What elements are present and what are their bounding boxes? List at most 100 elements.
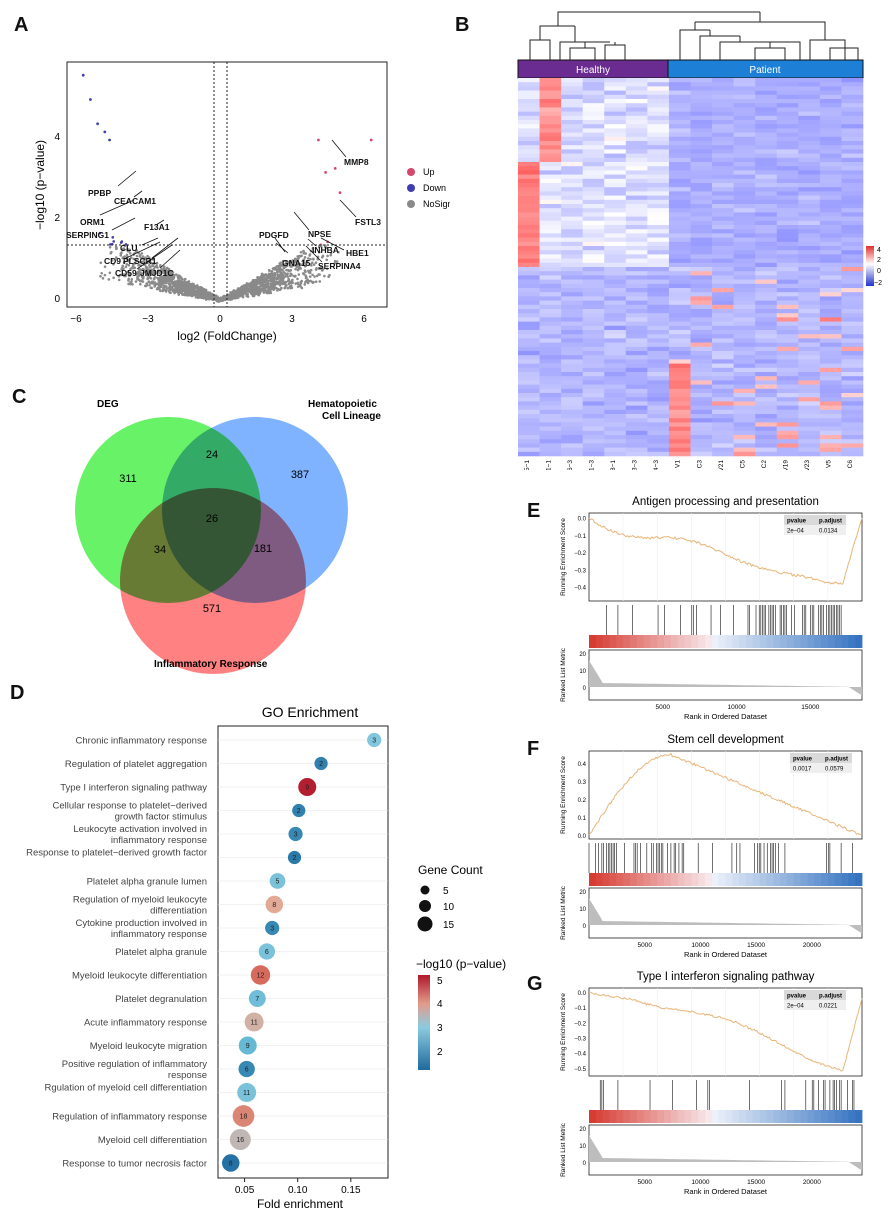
gsea-ytick: 0.1 [578,816,587,822]
heatmap-cell [582,451,605,457]
volcano-xtick: −6 [70,314,82,325]
heatmap-cell [690,241,713,247]
heatmap-cell [518,254,540,259]
volcano-point [123,260,126,264]
heatmap-cell [625,367,648,373]
heatmap-cell [776,321,799,327]
heatmap-sample-label: V23 [804,460,811,470]
volcano-point [114,256,118,259]
volcano-point [128,274,132,277]
heatmap-cell [712,237,734,243]
heatmap-cell [539,401,562,406]
volcano-point [235,291,239,295]
heatmap-cell [841,225,864,230]
volcano-point [262,291,266,294]
heatmap-cell [561,338,583,343]
heatmap-cell [755,233,778,238]
volcano-point [132,257,135,261]
heatmap-cell [819,262,842,268]
volcano-point [275,277,278,281]
heatmap-cell [668,111,691,117]
heatmap-cell [604,204,627,209]
heatmap-cell [561,187,583,192]
gsea-xtick: 10000 [691,942,709,949]
heatmap-cell [668,128,691,133]
gsea-xtick: 15000 [801,704,819,711]
heatmap-cell [755,170,778,175]
heatmap-cell [798,254,821,259]
gsea-metric-strip [759,1110,767,1123]
volcano-point [141,276,145,280]
heatmap-cell [819,393,842,398]
heatmap-cell [798,384,821,390]
heatmap-cell [755,216,778,222]
heatmap-cell [518,178,540,184]
heatmap-cell [668,372,691,377]
heatmap-cell [647,166,670,171]
heatmap-cell [539,216,562,222]
heatmap-cell [518,99,540,104]
heatmap-cell [776,451,799,457]
heatmap-cell [668,271,691,276]
heatmap-cell [776,162,799,167]
volcano-point [324,171,327,174]
volcano-point [127,263,131,267]
heatmap-cell [647,409,670,415]
volcano-point [103,265,107,268]
volcano-point [148,283,151,287]
volcano-point [282,276,286,279]
heatmap-cell [604,199,627,205]
heatmap-cell [518,174,540,180]
heatmap-cell [561,258,583,264]
volcano-point [296,281,300,285]
heatmap-cell [712,153,734,159]
heatmap-cell [690,317,713,322]
heatmap-cell [733,439,756,444]
heatmap-cell [755,292,778,297]
volcano-point [100,271,103,275]
heatmap-cell [647,216,670,222]
volcano-point [329,253,333,257]
heatmap-cell [561,296,583,301]
heatmap-cell [819,418,842,423]
heatmap-cell [755,254,778,259]
heatmap-cell [668,346,691,352]
gsea-metric-strip [786,1110,795,1123]
heatmap-cell [712,388,734,394]
gsea-metric-strip [629,1110,638,1123]
heatmap-cell [819,363,842,369]
gsea-table-cell [822,763,852,773]
heatmap-cell [755,313,778,318]
heatmap-cell [539,262,562,268]
heatmap-cell [690,435,713,440]
volcano-point [191,285,194,289]
volcano-point [318,250,321,254]
gsea-metric-strip [821,635,829,648]
heatmap-cell [647,78,670,83]
gsea-metric-strip [739,873,747,886]
heatmap-cell [518,283,540,289]
heatmap-cell [798,418,821,423]
heatmap-cell [539,300,562,306]
heatmap-cell [841,178,864,184]
heatmap-cell [582,99,605,104]
gsea-metric-area [589,898,862,934]
gsea-metric-strip [595,635,604,648]
heatmap-cell [690,195,713,201]
heatmap-cell [776,99,799,104]
heatmap-cell [518,388,540,394]
heatmap-cell [755,304,778,310]
heatmap-cell [841,388,864,394]
heatmap-cell [625,111,648,117]
heatmap-cell [798,107,821,112]
heatmap-cell [561,300,583,306]
heatmap-cell [625,78,648,83]
heatmap-cell [776,330,799,335]
heatmap-cell [582,212,605,217]
heatmap-cell [733,191,756,196]
heatmap-cell [819,283,842,289]
gsea-metric-tick: 0 [583,1161,587,1167]
heatmap-cell [561,82,583,87]
heatmap-cell [776,334,799,339]
heatmap-cell [604,363,627,369]
